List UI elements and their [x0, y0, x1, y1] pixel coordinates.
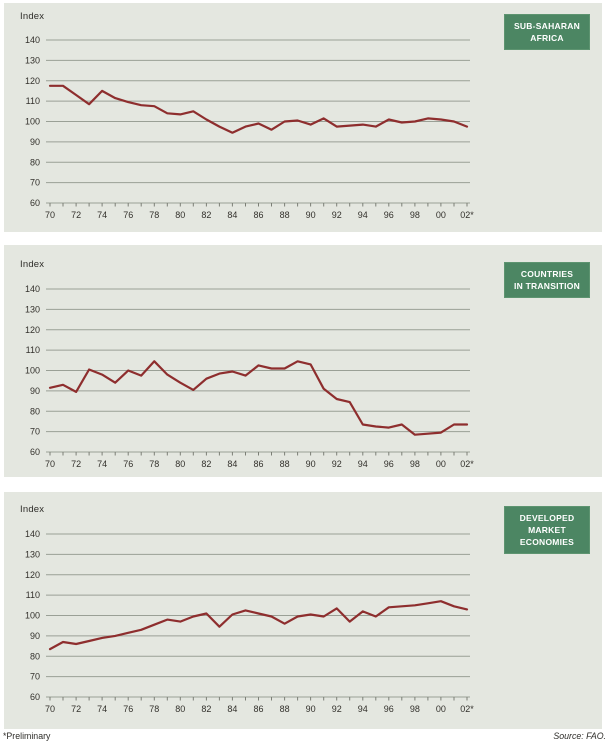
y-tick-label: 100: [25, 366, 40, 376]
y-axis-title: Index: [20, 504, 45, 515]
x-tick-label: 74: [97, 459, 107, 469]
figure-footer: *Preliminary Source: FAO.: [3, 731, 606, 744]
x-tick-label: 72: [71, 210, 81, 220]
x-tick-label: 94: [358, 459, 368, 469]
data-series-line: [48, 600, 469, 651]
region-badge: SUB-SAHARAN AFRICA: [504, 14, 590, 50]
x-tick-label: 86: [253, 210, 263, 220]
chart-panel-sub-saharan-africa: Index 140 130 120 110 100 90 80 70 60 70 72 74 76 78 8…: [4, 3, 602, 232]
x-tick-label: 96: [384, 459, 394, 469]
x-tick-label: 70: [45, 210, 55, 220]
x-tick-label: 92: [332, 704, 342, 714]
x-tick-label: 02*: [460, 704, 474, 714]
x-tick-label: 02*: [460, 210, 474, 220]
x-tick-label: 00: [436, 459, 446, 469]
x-tick-label: 98: [410, 210, 420, 220]
line-chart-sub-saharan-africa: 140 130 120 110 100 90 80 70 60 70 72 74 76 78 80 82 84 8…: [25, 35, 474, 220]
y-tick-label: 130: [25, 55, 40, 65]
chart-panel-developed-market-economies: Index 140 130 120 110 100 90 80 70 60 70 72 74 76 78 8…: [4, 492, 602, 729]
x-tick-label: 00: [436, 704, 446, 714]
x-tick-label: 88: [280, 459, 290, 469]
x-tick-label: 80: [175, 459, 185, 469]
x-tick-label: 70: [45, 704, 55, 714]
y-tick-label: 140: [25, 284, 40, 294]
line-chart-developed-market-economies: 140 130 120 110 100 90 80 70 60 70 72 74 76 78 80 82 84 8…: [25, 529, 474, 714]
x-tick-label: 70: [45, 459, 55, 469]
x-tick-label: 74: [97, 704, 107, 714]
y-tick-label: 140: [25, 35, 40, 45]
y-tick-label: 90: [30, 137, 40, 147]
x-tick-label: 82: [201, 210, 211, 220]
x-tick-label: 82: [201, 459, 211, 469]
x-tick-label: 88: [280, 210, 290, 220]
x-tick-label: 84: [227, 459, 237, 469]
region-badge: DEVELOPED MARKET ECONOMIES: [504, 506, 590, 554]
y-tick-label: 80: [30, 406, 40, 416]
chart-panel-countries-in-transition: Index 140 130 120 110 100 90 80 70 60 70 72 74 76 78 8…: [4, 245, 602, 477]
y-tick-label: 110: [26, 345, 40, 355]
y-tick-label: 120: [25, 76, 40, 86]
x-tick-label: 76: [123, 210, 133, 220]
y-tick-label: 70: [30, 427, 40, 437]
x-tick-label: 94: [358, 704, 368, 714]
x-tick-label: 88: [280, 704, 290, 714]
x-tick-label: 86: [253, 704, 263, 714]
x-tick-label: 76: [123, 704, 133, 714]
footnote: *Preliminary: [3, 731, 51, 741]
x-tick-label: 84: [227, 704, 237, 714]
x-tick-label: 78: [149, 459, 159, 469]
x-tick-label: 90: [306, 459, 316, 469]
y-tick-label: 110: [26, 96, 40, 106]
y-tick-label: 110: [26, 590, 40, 600]
x-tick-label: 96: [384, 210, 394, 220]
data-series-line: [48, 360, 469, 436]
y-axis-title: Index: [20, 11, 45, 22]
x-tick-label: 96: [384, 704, 394, 714]
x-tick-label: 78: [149, 704, 159, 714]
source-credit: Source: FAO.: [553, 731, 606, 741]
y-tick-label: 80: [30, 651, 40, 661]
x-tick-label: 72: [71, 459, 81, 469]
x-tick-label: 98: [410, 704, 420, 714]
y-tick-label: 140: [25, 529, 40, 539]
y-tick-label: 60: [30, 447, 40, 457]
y-tick-label: 80: [30, 157, 40, 167]
x-tick-label: 86: [253, 459, 263, 469]
x-tick-label: 98: [410, 459, 420, 469]
x-tick-label: 90: [306, 704, 316, 714]
x-tick-label: 74: [97, 210, 107, 220]
x-tick-label: 92: [332, 459, 342, 469]
x-tick-label: 00: [436, 210, 446, 220]
y-tick-label: 100: [25, 611, 40, 621]
x-tick-label: 80: [175, 210, 185, 220]
x-tick-label: 76: [123, 459, 133, 469]
y-tick-label: 90: [30, 631, 40, 641]
y-tick-label: 60: [30, 692, 40, 702]
x-tick-label: 82: [201, 704, 211, 714]
x-tick-label: 78: [149, 210, 159, 220]
region-badge: COUNTRIES IN TRANSITION: [504, 262, 590, 298]
y-tick-label: 120: [25, 325, 40, 335]
x-tick-label: 94: [358, 210, 368, 220]
x-tick-label: 84: [227, 210, 237, 220]
x-tick-label: 90: [306, 210, 316, 220]
y-tick-label: 100: [25, 117, 40, 127]
y-tick-label: 70: [30, 672, 40, 682]
x-tick-label: 72: [71, 704, 81, 714]
y-axis-title: Index: [20, 259, 45, 270]
y-tick-label: 130: [25, 304, 40, 314]
y-tick-label: 120: [25, 570, 40, 580]
x-tick-label: 80: [175, 704, 185, 714]
y-tick-label: 70: [30, 178, 40, 188]
x-tick-label: 92: [332, 210, 342, 220]
data-series-line: [48, 84, 469, 134]
y-tick-label: 130: [25, 549, 40, 559]
y-tick-label: 90: [30, 386, 40, 396]
line-chart-countries-in-transition: 140 130 120 110 100 90 80 70 60 70 72 74 76 78 80 82 84 8…: [25, 284, 474, 469]
y-tick-label: 60: [30, 198, 40, 208]
x-tick-label: 02*: [460, 459, 474, 469]
